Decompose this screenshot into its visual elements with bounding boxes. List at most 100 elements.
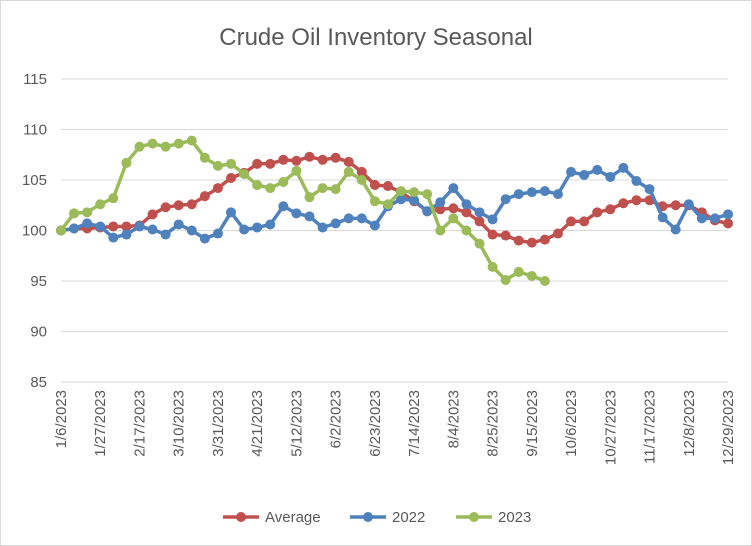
data-point <box>723 209 733 220</box>
data-point <box>330 218 341 229</box>
data-point <box>356 213 367 224</box>
data-point <box>579 216 590 227</box>
series-line <box>59 166 730 241</box>
y-tick-label: 110 <box>23 122 47 139</box>
data-point <box>369 180 380 191</box>
legend-marker <box>469 512 479 522</box>
data-point <box>317 222 328 233</box>
data-point <box>409 195 420 206</box>
legend-item: Average <box>223 509 321 526</box>
series-2 <box>56 135 550 286</box>
x-tick-label: 4/21/2023 <box>249 390 266 457</box>
data-point <box>265 183 276 194</box>
data-point <box>252 180 263 191</box>
data-point <box>147 138 158 149</box>
data-point <box>382 199 393 210</box>
data-point <box>199 233 210 244</box>
data-point <box>252 158 263 169</box>
data-point <box>56 225 66 236</box>
x-tick-label: 11/17/2023 <box>642 390 659 464</box>
data-point <box>82 218 93 229</box>
series-line <box>59 138 547 283</box>
data-point <box>173 219 184 230</box>
x-tick-label: 1/6/2023 <box>53 390 70 448</box>
data-point <box>579 169 590 180</box>
x-tick-label: 9/15/2023 <box>524 390 541 457</box>
data-point <box>448 213 459 224</box>
data-point <box>291 208 302 219</box>
data-point <box>500 194 511 205</box>
data-point <box>513 266 524 277</box>
x-tick-label: 6/2/2023 <box>328 390 345 448</box>
data-point <box>121 221 132 232</box>
data-point <box>212 183 223 194</box>
x-tick-label: 10/27/2023 <box>602 390 619 465</box>
data-point <box>723 218 733 229</box>
data-point <box>461 199 472 210</box>
data-point <box>173 138 184 149</box>
data-point <box>186 135 197 146</box>
data-point <box>631 195 642 206</box>
series-line <box>59 155 730 245</box>
series-lines <box>56 135 733 286</box>
data-point <box>343 156 354 167</box>
data-point <box>409 187 420 198</box>
data-point <box>317 154 328 165</box>
data-point <box>526 187 537 198</box>
data-point <box>330 152 341 163</box>
data-point <box>108 193 119 204</box>
data-point <box>239 224 250 235</box>
gridlines <box>61 78 728 383</box>
data-point <box>343 213 354 224</box>
data-point <box>566 216 577 227</box>
data-point <box>605 204 616 215</box>
data-point <box>592 207 603 218</box>
y-axis-tick-labels: 85 90 95 100 105 110 115 <box>22 71 47 391</box>
data-point <box>474 207 485 218</box>
legend-label: 2023 <box>498 509 531 526</box>
data-point <box>69 208 80 219</box>
data-point <box>539 186 550 197</box>
y-tick-label: 100 <box>22 223 47 240</box>
data-point <box>199 191 210 202</box>
data-point <box>278 201 289 212</box>
data-point <box>121 229 132 240</box>
x-tick-label: 3/10/2023 <box>171 390 188 457</box>
data-point <box>435 225 446 236</box>
data-point <box>186 225 197 236</box>
data-point <box>474 216 485 227</box>
legend-marker <box>236 512 246 522</box>
data-point <box>95 199 106 210</box>
data-point <box>696 213 707 224</box>
series-1 <box>56 162 733 244</box>
data-point <box>422 189 433 200</box>
legend: Average 2022 2023 <box>223 509 531 526</box>
data-point <box>552 189 563 200</box>
data-point <box>134 141 145 152</box>
data-point <box>265 219 276 230</box>
data-point <box>461 207 472 218</box>
data-point <box>461 225 472 236</box>
legend-item: 2023 <box>456 509 531 526</box>
legend-item: 2022 <box>350 509 425 526</box>
data-point <box>356 175 367 185</box>
data-point <box>487 229 498 240</box>
data-point <box>278 177 289 188</box>
data-point <box>160 141 171 152</box>
data-point <box>226 172 237 183</box>
data-point <box>448 203 459 214</box>
data-point <box>526 237 537 248</box>
data-point <box>356 166 367 177</box>
y-tick-label: 115 <box>23 71 47 88</box>
data-point <box>631 176 642 187</box>
data-point <box>330 184 341 195</box>
data-point <box>566 166 577 177</box>
data-point <box>552 228 563 239</box>
data-point <box>435 197 446 208</box>
data-point <box>69 223 80 234</box>
data-point <box>670 200 681 211</box>
data-point <box>618 198 629 209</box>
data-point <box>474 238 485 249</box>
data-point <box>265 158 276 169</box>
data-point <box>448 183 459 194</box>
